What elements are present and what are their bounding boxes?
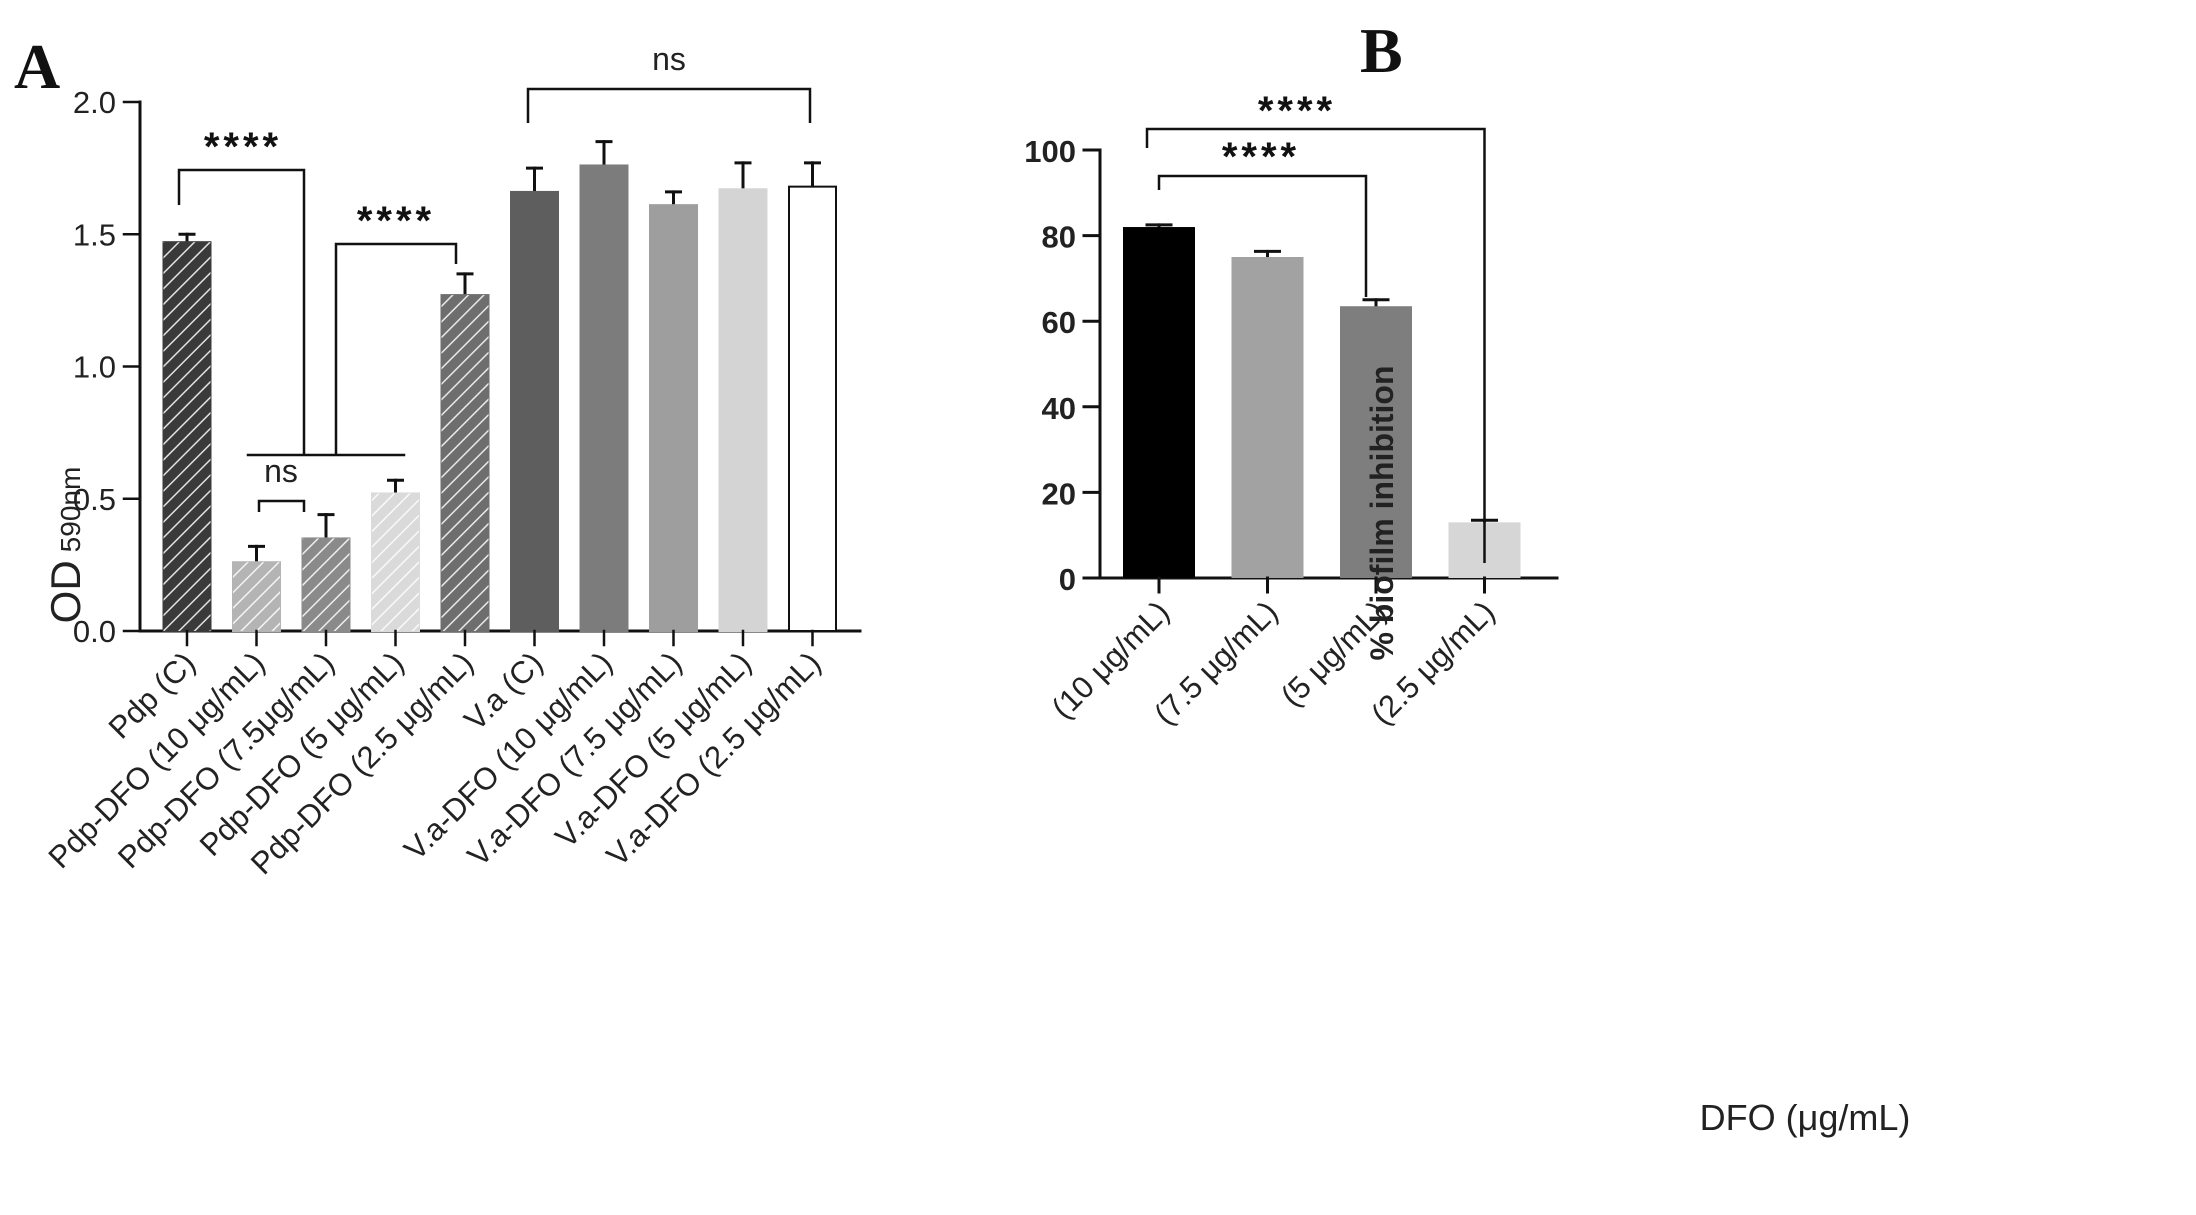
sig-label: **** bbox=[1222, 135, 1300, 179]
panel-b-y-ticks: 0 20 40 60 80 100 bbox=[1024, 134, 1486, 597]
y-tick-label: 1.0 bbox=[73, 350, 116, 385]
bar-hatch bbox=[372, 493, 419, 631]
bar-hatch bbox=[163, 242, 211, 631]
bar bbox=[1123, 227, 1195, 579]
panel-a-y-ticks: 0.0 0.5 1.0 1.5 2.0 bbox=[73, 85, 814, 649]
panel-a-x-categories: Pdp (C)Pdp-DFO (10 μg/mL)Pdp-DFO (7.5μg/… bbox=[42, 645, 828, 881]
panel-b-bars bbox=[1123, 223, 1521, 579]
bar bbox=[718, 188, 768, 632]
ns-bracket bbox=[526, 87, 812, 123]
y-tick-label: 1.5 bbox=[73, 217, 116, 252]
ns-label: ns bbox=[264, 453, 298, 489]
bar bbox=[649, 204, 698, 632]
panel-a-annotations: **** **** ns ns bbox=[177, 41, 812, 512]
panel-b-letter: B bbox=[1360, 15, 1403, 86]
panel-b-annotations: ******** bbox=[1145, 89, 1486, 563]
y-tick-label: 60 bbox=[1042, 305, 1076, 340]
y-tick-label: 20 bbox=[1042, 476, 1076, 511]
panel-b-x-categories: (10 μg/mL)(7.5 μg/mL)(5 μg/mL)(2.5 μg/mL… bbox=[1045, 594, 1502, 731]
bar bbox=[510, 190, 559, 632]
panel-a-bars bbox=[162, 140, 837, 632]
bar bbox=[1340, 306, 1412, 578]
sig-bracket bbox=[1145, 127, 1486, 563]
sig-bracket bbox=[1157, 174, 1368, 297]
sig-label: **** bbox=[204, 125, 282, 169]
ns-label: ns bbox=[652, 41, 686, 77]
sig-label: **** bbox=[357, 199, 435, 243]
y-tick-label: 100 bbox=[1024, 134, 1076, 169]
y-tick-label: 0.5 bbox=[73, 482, 116, 517]
bar bbox=[788, 185, 837, 632]
bar-hatch bbox=[302, 538, 350, 631]
ns-bracket bbox=[257, 499, 306, 512]
y-tick-label: 0.0 bbox=[73, 614, 116, 649]
panel-a-letter: A bbox=[14, 31, 60, 102]
sig-bracket bbox=[177, 168, 306, 455]
sig-bracket bbox=[334, 242, 458, 455]
bar bbox=[579, 164, 629, 632]
y-tick-label: 2.0 bbox=[73, 85, 116, 120]
bar-hatch bbox=[441, 295, 489, 631]
y-tick-label: 0 bbox=[1059, 562, 1076, 597]
panel-b-xlabel: DFO (μg/mL) bbox=[1700, 1097, 1911, 1138]
y-tick-label: 80 bbox=[1042, 220, 1076, 255]
panel-a-ylabel: OD590nm bbox=[42, 467, 89, 624]
y-tick-label: 40 bbox=[1042, 391, 1076, 426]
bar bbox=[1231, 257, 1304, 578]
sig-label: **** bbox=[1258, 89, 1336, 133]
bar-hatch bbox=[233, 562, 280, 631]
panel-b-ylabel: % biofilm inhibition bbox=[1364, 365, 1400, 660]
